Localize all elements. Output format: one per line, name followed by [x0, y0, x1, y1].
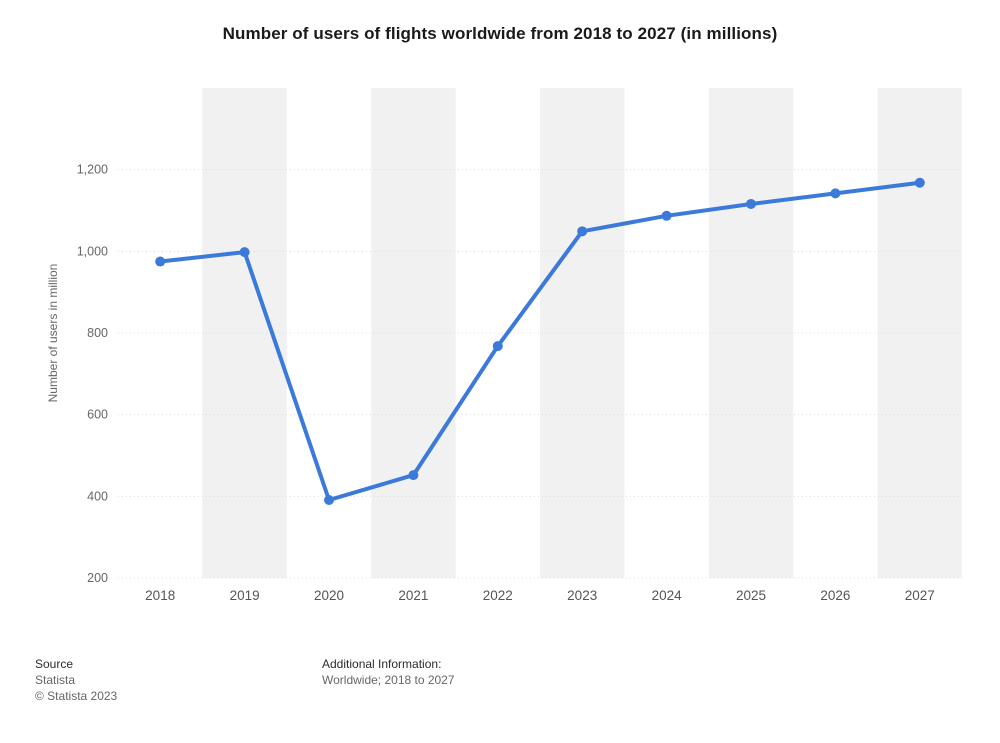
y-axis-title: Number of users in million [46, 264, 60, 403]
column-band [877, 88, 962, 578]
data-point-2024 [661, 210, 672, 221]
chart-title: Number of users of flights worldwide fro… [222, 24, 778, 43]
data-point-2023 [577, 226, 588, 237]
source-label: Source [35, 657, 74, 671]
copyright-text: © Statista 2023 [35, 689, 118, 703]
y-tick-label: 400 [87, 489, 108, 503]
x-tick-label: 2019 [230, 588, 260, 603]
additional-info-block: Additional Information: Worldwide; 2018 … [322, 656, 455, 688]
column-band [371, 88, 456, 578]
y-tick-label: 1,000 [77, 244, 108, 258]
x-tick-label: 2026 [820, 588, 850, 603]
data-point-2019 [239, 247, 250, 258]
y-tick-label: 200 [87, 571, 108, 585]
additional-info-value: Worldwide; 2018 to 2027 [322, 673, 455, 687]
y-tick-label: 1,200 [77, 163, 108, 177]
line-series [158, 180, 922, 503]
x-tick-label: 2027 [905, 588, 935, 603]
x-tick-label: 2022 [483, 588, 513, 603]
additional-info-label: Additional Information: [322, 657, 442, 671]
x-tick-label: 2023 [567, 588, 597, 603]
x-tick-label: 2020 [314, 588, 344, 603]
data-point-2022 [492, 341, 503, 352]
x-tick-label: 2021 [398, 588, 428, 603]
data-point-2021 [408, 470, 419, 481]
data-point-2020 [324, 495, 334, 506]
data-point-2026 [830, 188, 841, 199]
x-tick-label: 2025 [736, 588, 766, 603]
source-block: Source Statista © Statista 2023 [35, 656, 117, 704]
y-tick-label: 600 [87, 408, 108, 422]
source-name: Statista [35, 673, 76, 687]
data-point-2018 [155, 256, 166, 267]
y-tick-label: 800 [87, 326, 108, 340]
data-point-2025 [746, 198, 756, 209]
x-tick-label: 2024 [652, 588, 683, 603]
x-tick-label: 2018 [145, 588, 175, 603]
data-point-2027 [914, 177, 925, 188]
